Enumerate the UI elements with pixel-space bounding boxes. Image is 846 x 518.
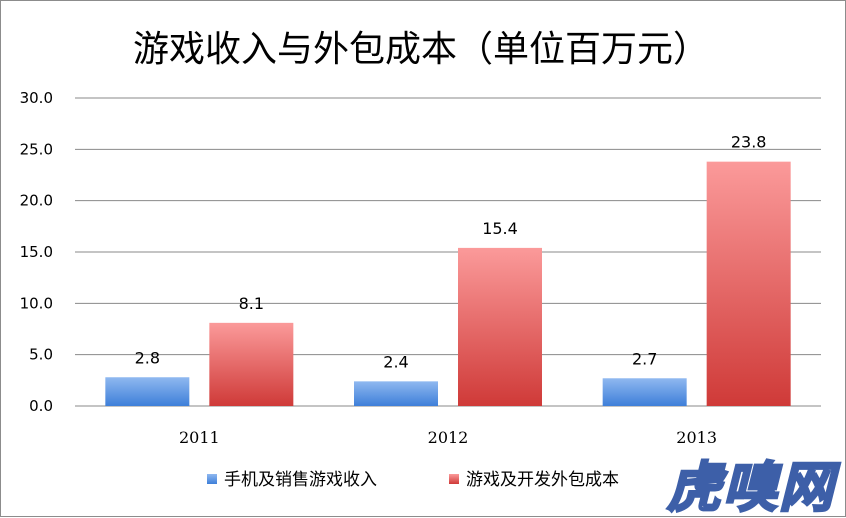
y-tick-label: 15.0 bbox=[20, 243, 53, 261]
data-label: 2.4 bbox=[383, 352, 408, 371]
y-tick-label: 5.0 bbox=[29, 346, 53, 364]
bar bbox=[105, 377, 190, 406]
y-tick-label: 30.0 bbox=[20, 89, 53, 107]
bar bbox=[706, 161, 791, 406]
data-label: 15.4 bbox=[482, 219, 518, 238]
bar bbox=[458, 247, 542, 406]
bar bbox=[602, 378, 687, 406]
y-axis-ticks: 0.0 5.0 10.0 15.0 20.0 25.0 30.0 bbox=[20, 89, 53, 415]
x-axis-ticks: 2011 2012 2013 bbox=[179, 428, 717, 447]
legend-swatch bbox=[449, 474, 459, 484]
y-tick-label: 0.0 bbox=[29, 397, 53, 415]
bars bbox=[105, 161, 791, 406]
y-tick-label: 25.0 bbox=[20, 140, 53, 158]
legend: 手机及销售游戏收入 游戏及开发外包成本 bbox=[207, 470, 619, 490]
legend-swatch bbox=[207, 474, 217, 484]
legend-label: 游戏及开发外包成本 bbox=[466, 470, 619, 490]
data-label: 23.8 bbox=[731, 133, 767, 152]
data-labels: 2.8 8.1 2.4 15.4 2.7 23.8 bbox=[135, 133, 767, 372]
legend-label: 手机及销售游戏收入 bbox=[224, 470, 377, 490]
watermark: 虎嗅网 bbox=[667, 455, 841, 518]
data-label: 2.8 bbox=[135, 348, 160, 367]
chart-title: 游戏收入与外包成本（单位百万元） bbox=[133, 29, 709, 70]
x-tick-label: 2012 bbox=[428, 428, 469, 447]
data-label: 8.1 bbox=[239, 294, 264, 313]
x-tick-label: 2011 bbox=[179, 428, 220, 447]
y-tick-label: 20.0 bbox=[20, 192, 53, 210]
x-tick-label: 2013 bbox=[676, 428, 717, 447]
bar bbox=[354, 381, 438, 406]
bar bbox=[209, 322, 294, 406]
gridlines bbox=[75, 97, 821, 407]
data-label: 2.7 bbox=[632, 349, 657, 368]
y-tick-label: 10.0 bbox=[20, 294, 53, 312]
